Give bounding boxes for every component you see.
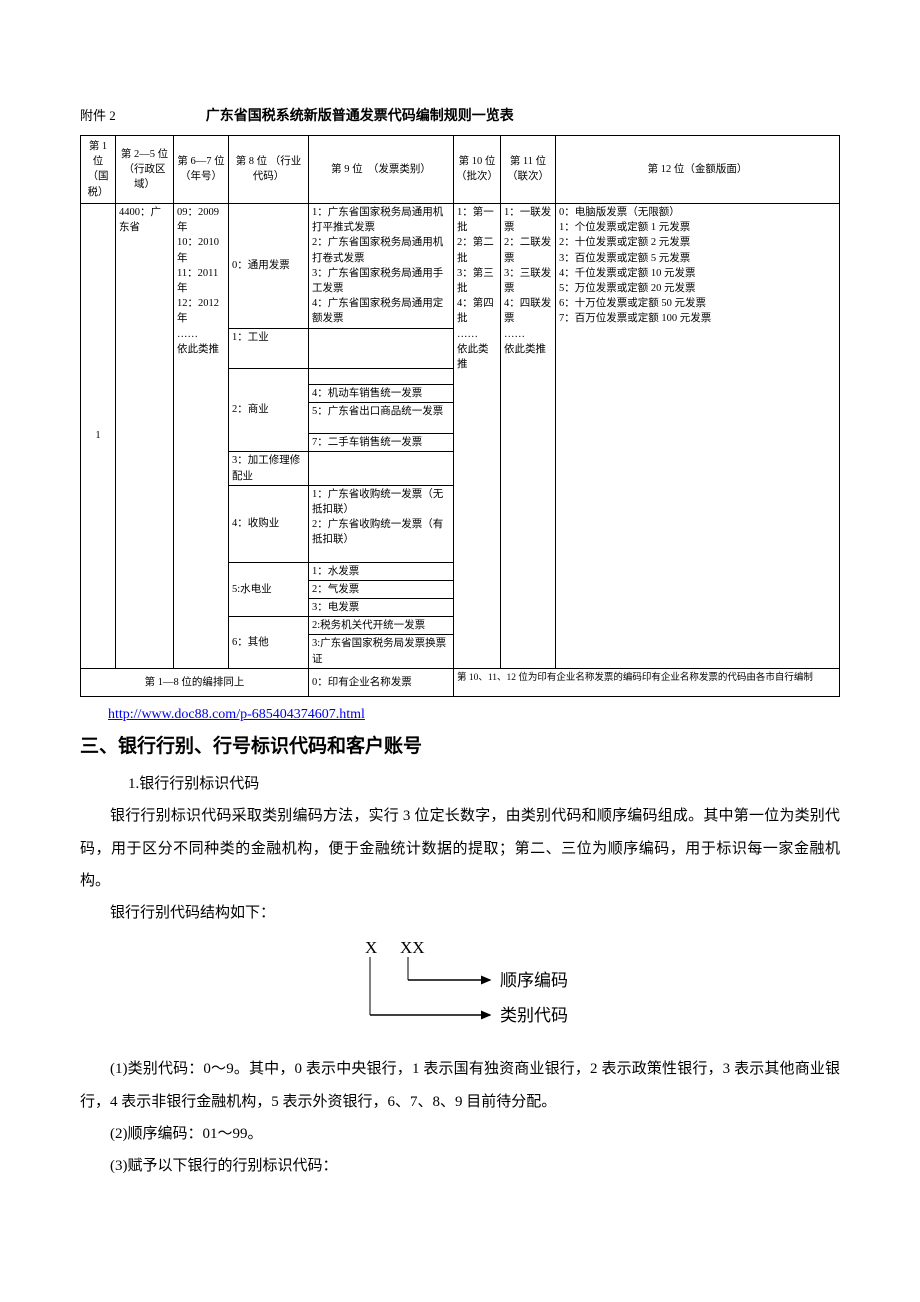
cell: 4400：广东省 — [116, 203, 174, 668]
footer-cell: 0：印有企业名称发票 — [309, 668, 454, 696]
paragraph: (1)类别代码：0～9。其中，0 表示中央银行，1 表示国有独资商业银行，2 表… — [80, 1053, 840, 1118]
cell: 09：2009 年 10：2010 年 11：2011 年 12：2012 年 … — [174, 203, 229, 668]
paragraph: (2)顺序编码：01～99。 — [80, 1118, 840, 1150]
cell: 1：第一批 2：第二批 3：第三批 4：第四批 …… 依此类推 — [454, 203, 501, 668]
cell — [309, 452, 454, 485]
cell: 6：其他 — [229, 617, 309, 669]
table-title: 广东省国税系统新版普通发票代码编制规则一览表 — [206, 105, 514, 125]
table-footer-row: 第 1—8 位的编排同上 0：印有企业名称发票 第 10、11、12 位为印有企… — [81, 668, 840, 696]
cell: 1 — [81, 203, 116, 668]
cell — [309, 328, 454, 368]
cell: 4：收购业 — [229, 485, 309, 562]
cell: 2：商业 — [229, 368, 309, 452]
cell: 5：广东省出口商品统一发票 — [309, 402, 454, 433]
paragraph: 银行行别代码结构如下： — [80, 897, 840, 929]
diagram-xx: XX — [400, 938, 425, 957]
col-header: 第 8 位 （行业代码） — [229, 136, 309, 204]
cell: 1：广东省国家税务局通用机打平推式发票 2：广东省国家税务局通用机打卷式发票 3… — [309, 203, 454, 328]
cell: 7：二手车销售统一发票 — [309, 434, 454, 452]
cell: 1：广东省收购统一发票（无抵扣联） 2：广东省收购统一发票（有抵扣联） — [309, 485, 454, 562]
cell — [309, 368, 454, 384]
section-3-heading: 三、银行行别、行号标识代码和客户账号 — [80, 731, 840, 758]
table-header-row: 第 1 位（国税） 第 2—5 位（行政区域） 第 6—7 位（年号） 第 8 … — [81, 136, 840, 204]
cell: 3:广东省国家税务局发票换票证 — [309, 635, 454, 668]
cell: 3：加工修理修配业 — [229, 452, 309, 485]
cell: 2：气发票 — [309, 580, 454, 598]
diagram-seq-label: 顺序编码 — [500, 971, 568, 990]
diagram-cat-label: 类别代码 — [500, 1006, 568, 1025]
cell: 0：通用发票 — [229, 203, 309, 328]
col-header: 第 6—7 位（年号） — [174, 136, 229, 204]
cell: 1：工业 — [229, 328, 309, 368]
cell: 1：水发票 — [309, 562, 454, 580]
code-structure-diagram: X XX 顺序编码 类别代码 — [80, 935, 840, 1035]
col-header: 第 12 位（金额版面） — [556, 136, 840, 204]
cell: 3：电发票 — [309, 599, 454, 617]
col-header: 第 1 位（国税） — [81, 136, 116, 204]
cell: 4：机动车销售统一发票 — [309, 384, 454, 402]
paragraph: 银行行别标识代码采取类别编码方法，实行 3 位定长数字，由类别代码和顺序编码组成… — [80, 800, 840, 897]
paragraph: (3)赋予以下银行的行别标识代码： — [80, 1150, 840, 1182]
cell: 0：电脑版发票（无限额） 1：个位发票或定额 1 元发票 2：十位发票或定额 2… — [556, 203, 840, 668]
footer-cell: 第 10、11、12 位为印有企业名称发票的编码印有企业名称发票的代码由各市自行… — [454, 668, 840, 696]
invoice-code-table: 第 1 位（国税） 第 2—5 位（行政区域） 第 6—7 位（年号） 第 8 … — [80, 135, 840, 697]
diagram-x: X — [365, 938, 377, 957]
paragraph: 1.银行行别标识代码 — [80, 768, 840, 800]
table-row: 1 4400：广东省 09：2009 年 10：2010 年 11：2011 年… — [81, 203, 840, 328]
col-header: 第 9 位 （发票类别） — [309, 136, 454, 204]
col-header: 第 11 位（联次） — [501, 136, 556, 204]
source-link-line: http://www.doc88.com/p-685404374607.html — [80, 707, 840, 723]
cell: 5:水电业 — [229, 562, 309, 617]
footer-cell: 第 1—8 位的编排同上 — [81, 668, 309, 696]
attachment-label: 附件 2 — [80, 105, 116, 124]
source-link[interactable]: http://www.doc88.com/p-685404374607.html — [108, 707, 365, 722]
col-header: 第 2—5 位（行政区域） — [116, 136, 174, 204]
cell: 2:税务机关代开统一发票 — [309, 617, 454, 635]
col-header: 第 10 位（批次） — [454, 136, 501, 204]
cell: 1：一联发票 2：二联发票 3：三联发票 4：四联发票 …… 依此类推 — [501, 203, 556, 668]
